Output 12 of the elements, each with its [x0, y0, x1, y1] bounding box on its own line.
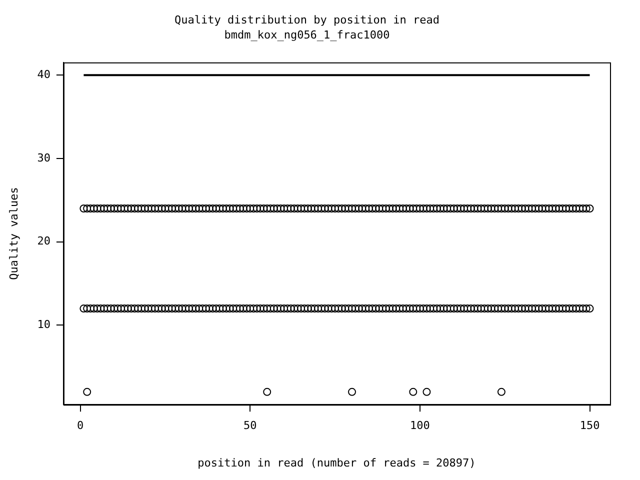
y-tick-label: 40	[37, 68, 50, 81]
y-tick-label: 20	[37, 234, 50, 248]
y-tick-label: 10	[37, 318, 50, 332]
y-axis-title: Quality values	[7, 187, 20, 280]
x-tick-label: 0	[76, 419, 84, 432]
x-tick-label: 50	[243, 419, 257, 432]
x-tick-label: 100	[410, 419, 430, 432]
y-tick-label: 30	[37, 151, 50, 164]
chart-subtitle: bmdm_kox_ng056_1_frac1000	[224, 28, 390, 42]
x-tick-label: 150	[580, 419, 600, 432]
chart-title: Quality distribution by position in read	[174, 13, 440, 26]
x-axis-title: position in read (number of reads = 20897)	[198, 456, 476, 470]
